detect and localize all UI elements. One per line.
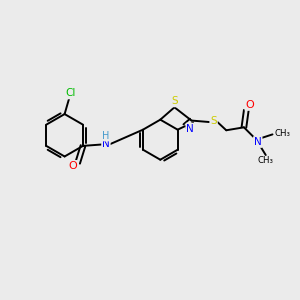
Text: N: N xyxy=(186,124,194,134)
Text: CH₃: CH₃ xyxy=(275,129,291,138)
Text: N: N xyxy=(102,140,110,149)
Text: CH₃: CH₃ xyxy=(257,156,273,165)
Text: H: H xyxy=(102,130,110,141)
Text: S: S xyxy=(171,96,178,106)
Text: O: O xyxy=(68,161,77,171)
Text: Cl: Cl xyxy=(65,88,76,98)
Text: S: S xyxy=(210,116,217,126)
Text: O: O xyxy=(245,100,254,110)
Text: N: N xyxy=(254,137,262,147)
